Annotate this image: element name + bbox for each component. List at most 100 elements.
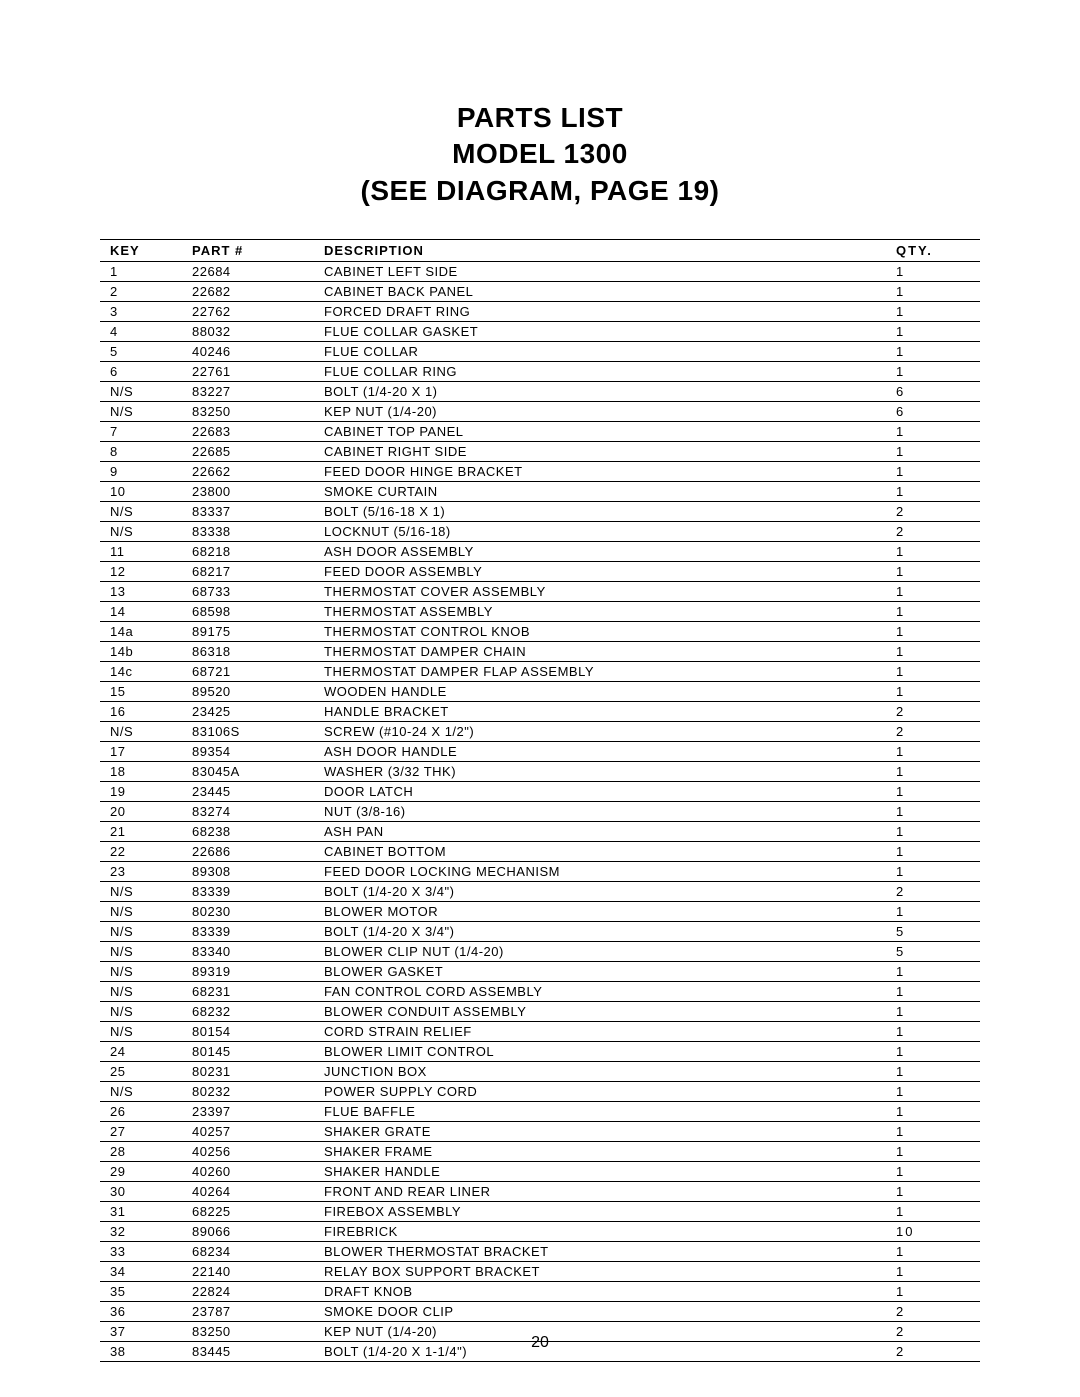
cell-description: WOODEN HANDLE [320, 682, 892, 702]
table-row: 3168225FIREBOX ASSEMBLY1 [100, 1202, 980, 1222]
cell-description: SHAKER FRAME [320, 1142, 892, 1162]
cell-part: 83340 [188, 942, 320, 962]
table-row: 722683CABINET TOP PANEL1 [100, 422, 980, 442]
cell-qty: 1 [892, 482, 980, 502]
cell-part: 22683 [188, 422, 320, 442]
parts-table: KEY PART # DESCRIPTION QTY. 122684CABINE… [100, 239, 980, 1362]
table-row: N/S83339BOLT (1/4-20 X 3/4")2 [100, 882, 980, 902]
cell-description: SHAKER HANDLE [320, 1162, 892, 1182]
cell-part: 22686 [188, 842, 320, 862]
cell-key: N/S [100, 522, 188, 542]
table-row: N/S83338LOCKNUT (5/16-18)2 [100, 522, 980, 542]
title-line-2: MODEL 1300 [100, 136, 980, 172]
cell-key: 4 [100, 322, 188, 342]
cell-part: 68232 [188, 1002, 320, 1022]
cell-key: 14b [100, 642, 188, 662]
cell-part: 23800 [188, 482, 320, 502]
table-row: 2222686CABINET BOTTOM1 [100, 842, 980, 862]
cell-key: 13 [100, 582, 188, 602]
cell-description: CABINET BOTTOM [320, 842, 892, 862]
cell-part: 80145 [188, 1042, 320, 1062]
table-body: 122684CABINET LEFT SIDE1222682CABINET BA… [100, 262, 980, 1362]
cell-part: 89066 [188, 1222, 320, 1242]
table-row: 3623787SMOKE DOOR CLIP2 [100, 1302, 980, 1322]
cell-qty: 1 [892, 362, 980, 382]
cell-key: 14 [100, 602, 188, 622]
cell-description: NUT (3/8-16) [320, 802, 892, 822]
cell-key: 31 [100, 1202, 188, 1222]
cell-part: 89308 [188, 862, 320, 882]
cell-part: 22662 [188, 462, 320, 482]
cell-part: 23397 [188, 1102, 320, 1122]
cell-qty: 1 [892, 422, 980, 442]
cell-part: 83337 [188, 502, 320, 522]
cell-description: FIREBOX ASSEMBLY [320, 1202, 892, 1222]
cell-key: 23 [100, 862, 188, 882]
cell-qty: 1 [892, 842, 980, 862]
cell-key: 7 [100, 422, 188, 442]
cell-qty: 10 [892, 1222, 980, 1242]
cell-key: 21 [100, 822, 188, 842]
cell-part: 40246 [188, 342, 320, 362]
cell-qty: 1 [892, 982, 980, 1002]
cell-qty: 1 [892, 1002, 980, 1022]
cell-description: FEED DOOR HINGE BRACKET [320, 462, 892, 482]
cell-description: ASH PAN [320, 822, 892, 842]
cell-qty: 1 [892, 782, 980, 802]
cell-part: 89520 [188, 682, 320, 702]
cell-qty: 1 [892, 862, 980, 882]
cell-part: 40264 [188, 1182, 320, 1202]
cell-description: ASH DOOR HANDLE [320, 742, 892, 762]
cell-description: HANDLE BRACKET [320, 702, 892, 722]
cell-part: 83227 [188, 382, 320, 402]
cell-description: CABINET LEFT SIDE [320, 262, 892, 282]
cell-qty: 1 [892, 1022, 980, 1042]
cell-key: 10 [100, 482, 188, 502]
cell-description: CORD STRAIN RELIEF [320, 1022, 892, 1042]
cell-qty: 1 [892, 962, 980, 982]
cell-description: JUNCTION BOX [320, 1062, 892, 1082]
cell-qty: 1 [892, 1082, 980, 1102]
table-row: 3522824DRAFT KNOB1 [100, 1282, 980, 1302]
cell-description: FLUE COLLAR [320, 342, 892, 362]
cell-qty: 1 [892, 1062, 980, 1082]
table-row: N/S89319BLOWER GASKET1 [100, 962, 980, 982]
cell-part: 68225 [188, 1202, 320, 1222]
title-line-3: (SEE DIAGRAM, PAGE 19) [100, 173, 980, 209]
table-row: N/S68232BLOWER CONDUIT ASSEMBLY1 [100, 1002, 980, 1022]
cell-key: 2 [100, 282, 188, 302]
cell-key: N/S [100, 722, 188, 742]
cell-key: 33 [100, 1242, 188, 1262]
cell-description: RELAY BOX SUPPORT BRACKET [320, 1262, 892, 1282]
table-row: 1789354ASH DOOR HANDLE1 [100, 742, 980, 762]
cell-qty: 1 [892, 302, 980, 322]
cell-key: 22 [100, 842, 188, 862]
cell-qty: 1 [892, 662, 980, 682]
table-row: 1168218ASH DOOR ASSEMBLY1 [100, 542, 980, 562]
table-row: 2168238ASH PAN1 [100, 822, 980, 842]
cell-part: 23445 [188, 782, 320, 802]
cell-part: 68234 [188, 1242, 320, 1262]
cell-qty: 1 [892, 462, 980, 482]
cell-part: 80230 [188, 902, 320, 922]
cell-description: THERMOSTAT CONTROL KNOB [320, 622, 892, 642]
cell-qty: 1 [892, 1102, 980, 1122]
cell-qty: 1 [892, 1182, 980, 1202]
cell-qty: 6 [892, 382, 980, 402]
cell-part: 40260 [188, 1162, 320, 1182]
cell-key: 14c [100, 662, 188, 682]
cell-part: 68733 [188, 582, 320, 602]
cell-key: 14a [100, 622, 188, 642]
cell-description: THERMOSTAT COVER ASSEMBLY [320, 582, 892, 602]
cell-description: CABINET RIGHT SIDE [320, 442, 892, 462]
table-row: 14b86318THERMOSTAT DAMPER CHAIN1 [100, 642, 980, 662]
table-row: 822685CABINET RIGHT SIDE1 [100, 442, 980, 462]
table-row: 1268217FEED DOOR ASSEMBLY1 [100, 562, 980, 582]
cell-description: DRAFT KNOB [320, 1282, 892, 1302]
cell-part: 40256 [188, 1142, 320, 1162]
table-row: 1883045AWASHER (3/32 THK)1 [100, 762, 980, 782]
cell-qty: 1 [892, 622, 980, 642]
cell-key: 34 [100, 1262, 188, 1282]
cell-description: CABINET TOP PANEL [320, 422, 892, 442]
cell-key: N/S [100, 502, 188, 522]
